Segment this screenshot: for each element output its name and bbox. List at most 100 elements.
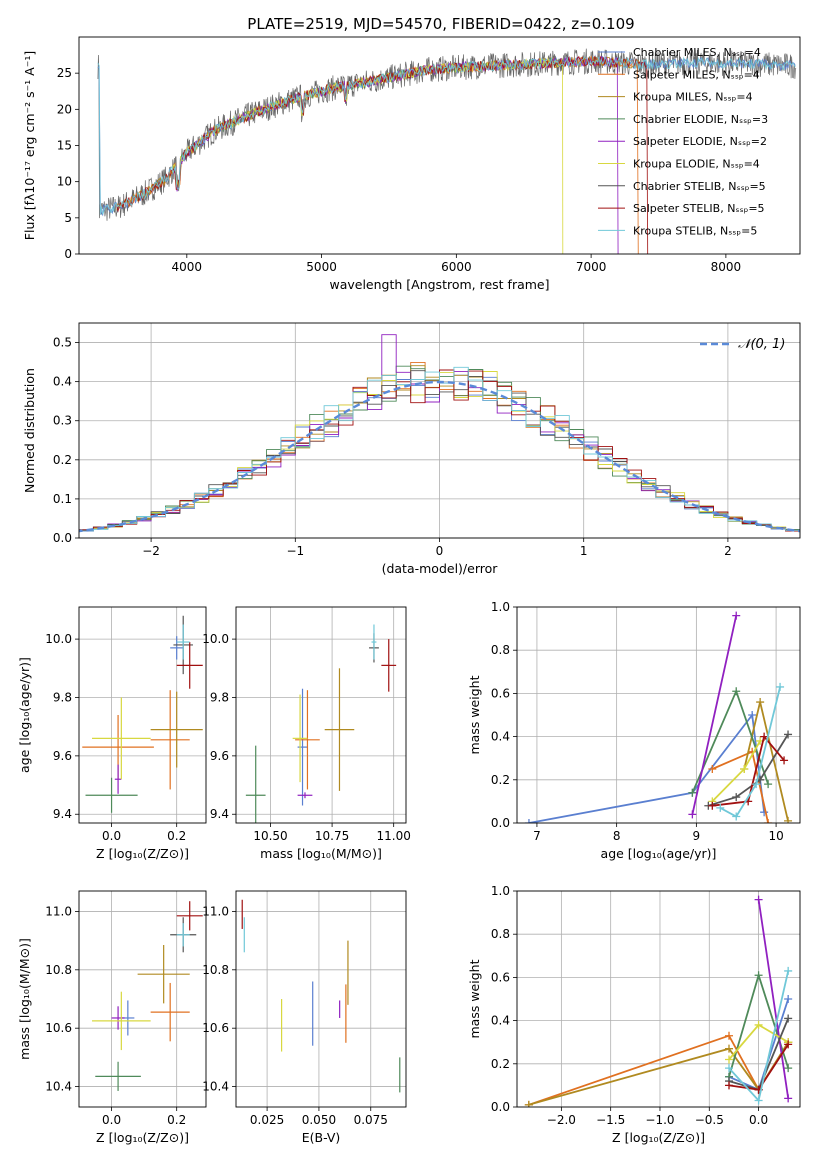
x-tick-label: −1.0 <box>645 1113 674 1127</box>
weight-marker <box>784 995 793 1003</box>
y-tick-label: 0 <box>64 247 72 261</box>
weight-line-4 <box>757 899 790 1099</box>
y-axis-label: mass weight <box>467 675 482 754</box>
y-tick-label: 0.0 <box>491 1100 510 1114</box>
x-tick-label: 9 <box>693 829 701 843</box>
weight-marker <box>740 765 749 773</box>
axes-frame <box>78 606 207 824</box>
weight-marker <box>754 895 763 904</box>
weight-marker <box>688 810 697 819</box>
legend-entry: Kroupa ELODIE, Nₛₛₚ=4 <box>633 158 760 171</box>
legend-entry: Salpeter MILES, Nₛₛₚ=4 <box>633 68 760 81</box>
y-tick-label: 0.3 <box>53 414 72 428</box>
figure-title: PLATE=2519, MJD=54570, FIBERID=0422, z=0… <box>247 15 634 33</box>
plot-area <box>524 611 793 823</box>
y-tick-label: 0.2 <box>53 453 72 467</box>
x-tick-label: 0.0 <box>102 829 121 843</box>
x-tick-label: −1.5 <box>596 1113 625 1127</box>
weight-marker <box>784 1064 793 1073</box>
weight-marker <box>725 1081 734 1090</box>
weight-marker <box>732 611 741 620</box>
x-tick-label: 2 <box>724 544 732 558</box>
y-tick-label: 10.4 <box>45 1080 72 1094</box>
weight-marker <box>732 793 741 802</box>
axes-frame <box>516 606 801 824</box>
weight-marker <box>725 1055 734 1064</box>
y-tick-label: 1.0 <box>491 600 510 614</box>
y-tick-label: 5 <box>64 211 72 225</box>
legend-entry: Chabrier ELODIE, Nₛₛₚ=3 <box>633 113 768 126</box>
x-tick-label: 0.2 <box>167 829 186 843</box>
axes-frame <box>78 322 801 539</box>
spectrum-line-4 <box>172 55 619 254</box>
x-axis-label: mass [log₁₀(M/M⊙)] <box>260 846 382 861</box>
x-tick-label: 4000 <box>172 260 203 274</box>
x-tick-label: −0.5 <box>695 1113 724 1127</box>
x-tick-label: 1 <box>580 544 588 558</box>
y-tick-label: 9.6 <box>210 749 229 763</box>
x-tick-label: 7 <box>533 829 541 843</box>
weight-marker <box>776 682 785 691</box>
panel-residuals: −2 −1 0 1 2 0.0 0.1 0.2 0.3 0.4 0.5 (data-model)/er… <box>22 322 801 576</box>
x-tick-label: 0 <box>436 544 444 558</box>
y-tick-label: 0.0 <box>53 531 72 545</box>
x-tick-label: 0.025 <box>250 1113 284 1127</box>
weight-marker <box>764 819 773 823</box>
x-axis-label: Z [log₁₀(Z/Z⊙)] <box>96 1130 189 1145</box>
weight-marker <box>708 801 717 810</box>
panel-mass-weight-vs-age: 7 8 9 10 0.0 0.2 0.4 0.6 0.8 1.0 age [log₁₀(age/yr… <box>467 600 801 861</box>
y-tick-label: 0.6 <box>491 970 510 984</box>
y-tick-label: 10.6 <box>45 1021 72 1035</box>
y-tick-label: 20 <box>57 102 72 116</box>
weight-line-2 <box>743 701 789 822</box>
x-tick-label: 10 <box>768 829 783 843</box>
plot-area <box>245 624 397 823</box>
panel-mass-weight-vs-Z: −2.0 −1.5 −1.0 −0.5 0.0 0.0 0.2 0.4 0.6 0.8 1.0 Z [… <box>467 884 801 1145</box>
x-tick-label: 10.75 <box>315 829 349 843</box>
x-tick-label: 11.00 <box>377 829 411 843</box>
gridlines <box>236 607 406 823</box>
x-tick-label: −1 <box>286 544 304 558</box>
weight-marker <box>708 765 717 773</box>
legend-entry: Salpeter STELIB, Nₛₛₚ=5 <box>633 202 765 215</box>
x-tick-label: 0.075 <box>354 1113 388 1127</box>
axes-frame <box>78 890 207 1108</box>
weight-marker <box>725 1064 734 1073</box>
spectrum-line-8 <box>97 55 796 215</box>
weight-marker <box>688 788 697 797</box>
y-tick-label: 9.8 <box>53 690 72 704</box>
plot-area <box>82 615 203 813</box>
x-tick-label: −2 <box>142 544 160 558</box>
x-tick-label: −2.0 <box>547 1113 576 1127</box>
weight-marker <box>725 1031 734 1040</box>
weight-marker <box>760 808 769 817</box>
legend-entry: Chabrier STELIB, Nₛₛₚ=5 <box>633 180 766 193</box>
x-tick-label: 5000 <box>306 260 337 274</box>
y-tick-label: 9.8 <box>210 690 229 704</box>
weight-marker <box>784 730 793 739</box>
y-tick-label: 0.2 <box>491 773 510 787</box>
axes-frame <box>235 890 407 1108</box>
plot-area <box>524 895 793 1107</box>
weight-line-4 <box>691 615 738 815</box>
x-tick-label: 0.0 <box>749 1113 768 1127</box>
x-tick-label: 8000 <box>711 260 742 274</box>
y-tick-label: 10.8 <box>45 963 72 977</box>
y-tick-label: 9.6 <box>53 749 72 763</box>
weight-marker <box>524 819 533 823</box>
legend-entry: Kroupa MILES, Nₛₛₚ=4 <box>633 91 753 104</box>
weight-line-5 <box>711 740 761 803</box>
y-tick-label: 0.1 <box>53 492 72 506</box>
panel-mass-vs-EBV: 0.025 0.050 0.075 10.4 10.6 10.8 11.0 E(B-V) <box>202 890 407 1145</box>
legend-entry: Salpeter ELODIE, Nₛₛₚ=2 <box>633 135 767 148</box>
panel-age-vs-Z: 0.0 0.2 9.4 9.6 9.8 10.0 Z [log₁₀(Z/Z⊙)] age [l… <box>17 606 207 861</box>
weight-marker <box>748 711 757 719</box>
y-tick-label: 25 <box>57 66 72 80</box>
legend-entry: Kroupa STELIB, Nₛₛₚ=5 <box>633 224 757 237</box>
panel-spectrum: 4000 5000 6000 7000 8000 0 5 10 15 20 25 wavelength… <box>22 36 801 292</box>
y-tick-label: 0.8 <box>491 643 510 657</box>
plot-area <box>97 48 797 254</box>
y-tick-label: 10.4 <box>202 1080 229 1094</box>
legend: Chabrier MILES, Nₛₛₚ=4 Salpeter MILES, Nₛ… <box>598 46 768 237</box>
